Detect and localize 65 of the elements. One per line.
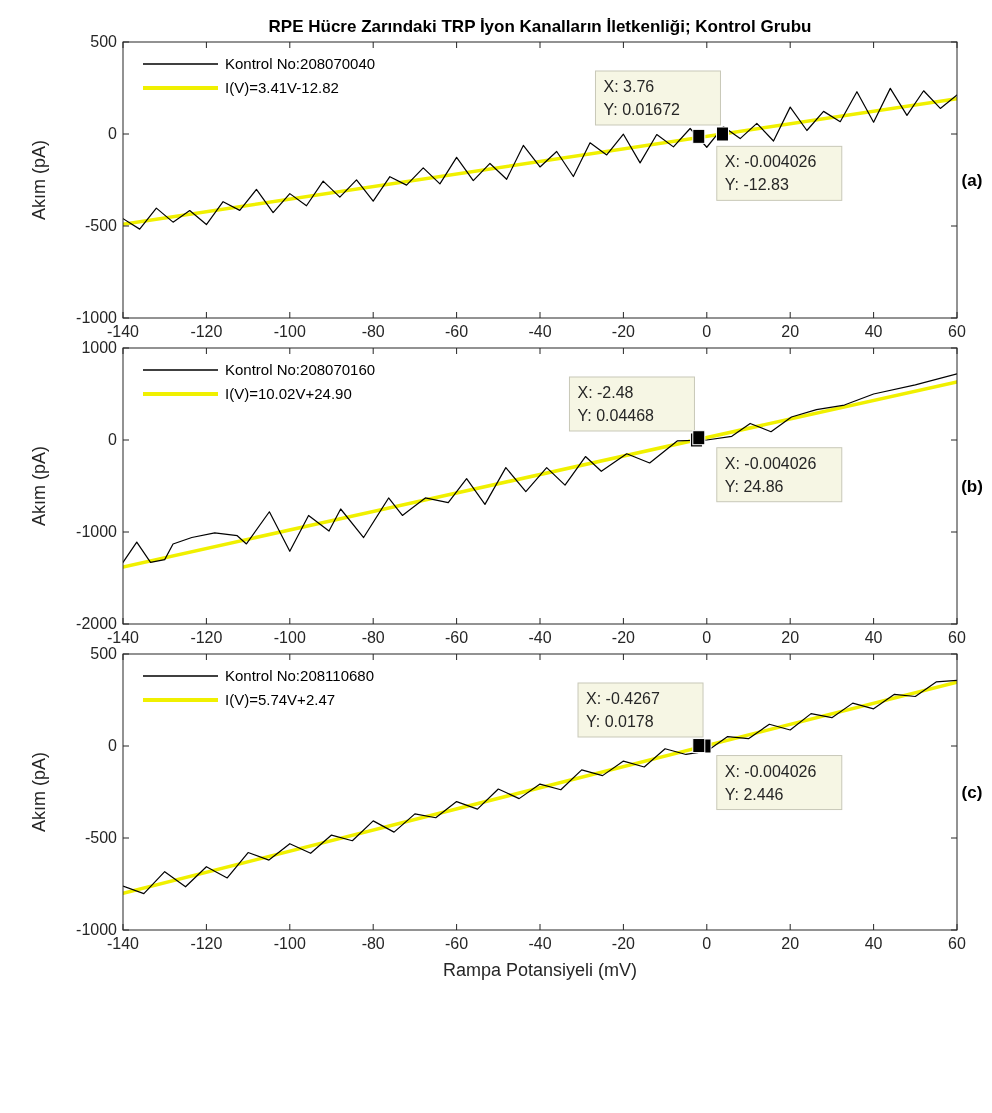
x-tick-label: 0 [702,323,712,340]
text: (b) [961,477,983,496]
y-tick-label: -1000 [76,921,118,938]
x-tick-label: -140 [106,323,140,340]
legend-label: Kontrol No:208070040 [225,55,376,72]
x-tick-label: -40 [528,935,552,952]
y-tick-label: 500 [90,645,118,662]
annotation: X: 3.76 Y: 0.01672 [603,78,681,118]
x-tick-label: 40 [864,629,883,646]
annotation: X: -0.4267 Y: 0.0178 [586,690,660,730]
x-tick-label: 0 [702,935,712,952]
x-tick-label: -140 [106,935,140,952]
annotation: X: -0.004026 Y: -12.83 [724,153,817,194]
x-tick-label: -60 [445,323,469,340]
x-tick-label: -80 [361,935,385,952]
y-tick-label: -1000 [76,523,118,540]
text: (c) [961,783,983,802]
x-tick-label: 60 [948,629,966,646]
y-axis-title: Akım (pA) [29,139,49,221]
x-tick-label: -100 [273,323,306,340]
x-tick-label: -40 [528,629,552,646]
x-tick-label: 60 [948,935,966,952]
annotation: X: -2.48 Y: 0.04468 [577,384,655,424]
x-tick-label: -100 [273,629,306,646]
text: (a) [961,171,983,190]
x-tick-label: -20 [611,935,636,952]
y-tick-label: 0 [108,737,118,754]
x-tick-label: 20 [781,629,800,646]
x-tick-label: -60 [445,935,469,952]
x-tick-label: 60 [948,323,966,340]
x-tick-label: -40 [528,323,552,340]
x-tick-label: -140 [106,629,140,646]
y-axis-title: Akım (pA) [29,751,49,833]
x-tick-label: 20 [781,323,800,340]
annotation: X: -0.004026 Y: 24.86 [724,454,817,495]
y-tick-label: 500 [90,33,118,50]
x-axis-title: Rampa Potansiyeli (mV) [442,960,638,980]
y-tick-label: 1000 [81,339,118,356]
x-tick-label: -80 [361,629,385,646]
x-tick-label: -120 [190,323,223,340]
legend-label: I(V)=3.41V-12.82 [225,79,339,96]
annotation: X: -0.004026 Y: 2.446 [724,762,817,803]
x-tick-label: -120 [190,935,223,952]
y-tick-label: -1000 [76,309,118,326]
legend-label: I(V)=10.02V+24.90 [225,385,352,402]
legend-label: Kontrol No:208110680 [225,667,375,684]
x-tick-label: -120 [190,629,223,646]
x-tick-label: -20 [611,629,636,646]
x-tick-label: -20 [611,323,636,340]
x-tick-label: 40 [864,323,883,340]
chart-title: RPE Hücre Zarındaki TRP İyon Kanalların İletkenliği; Kontrol Grubu [268,17,812,36]
legend-label: Kontrol No:208070160 [225,361,376,378]
y-tick-label: -500 [84,829,118,846]
y-tick-label: -500 [84,217,118,234]
x-tick-label: -100 [273,935,306,952]
legend-label: I(V)=5.74V+2.47 [225,691,336,708]
y-tick-label: -2000 [76,615,118,632]
x-tick-label: 0 [702,629,712,646]
x-tick-label: 40 [864,935,883,952]
x-tick-label: -80 [361,323,385,340]
y-tick-label: 0 [108,125,118,142]
y-axis-title: Akım (pA) [29,445,49,527]
x-tick-label: 20 [781,935,800,952]
y-tick-label: 0 [108,431,118,448]
x-tick-label: -60 [445,629,469,646]
